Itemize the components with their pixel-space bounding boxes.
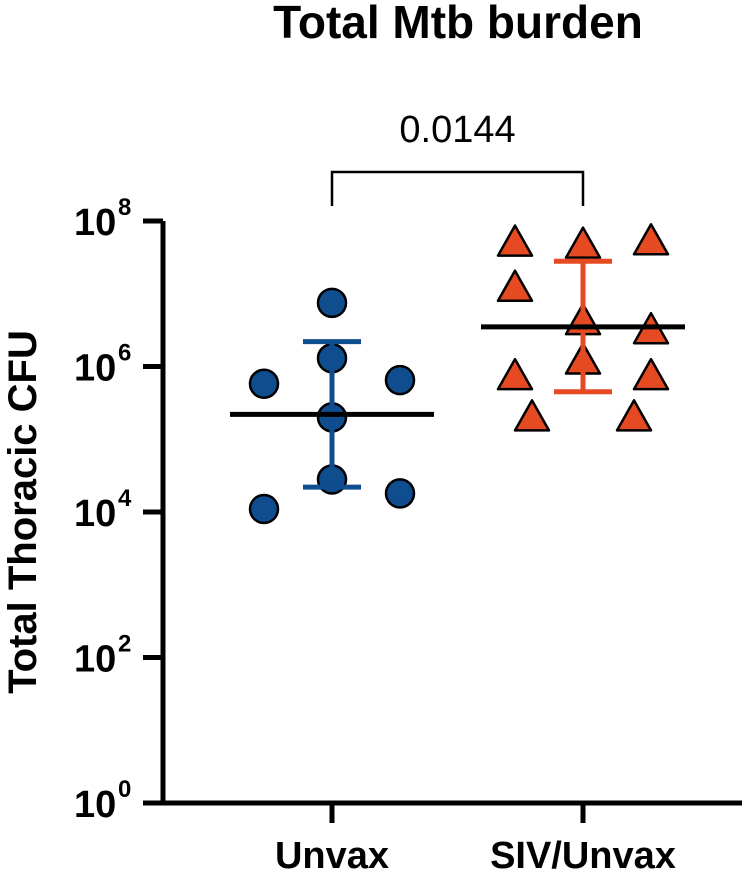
group-siv-unvax xyxy=(481,223,685,432)
x-category-label: SIV/Unvax xyxy=(490,835,676,873)
axes xyxy=(160,221,742,806)
y-tick-label: 10 xyxy=(74,639,116,681)
group-unvax xyxy=(230,287,434,525)
data-point xyxy=(632,223,670,256)
data-point xyxy=(615,399,653,432)
data-point xyxy=(496,357,534,391)
data-point xyxy=(248,368,280,399)
chart-title: Total Mtb burden xyxy=(273,0,643,48)
data-point xyxy=(564,226,602,259)
x-categories: Unvax SIV/Unvax xyxy=(275,803,676,873)
y-tick-exponent: 8 xyxy=(118,194,131,221)
y-axis-label: Total Thoracic CFU xyxy=(1,330,45,694)
comparison-bracket-line xyxy=(330,170,585,206)
data-point xyxy=(513,399,551,432)
data-point xyxy=(316,287,348,319)
data-point xyxy=(496,269,534,302)
y-tick-label: 10 xyxy=(74,202,116,244)
data-point xyxy=(384,364,416,396)
y-tick-exponent: 4 xyxy=(118,485,132,512)
comparison-bracket: 0.0144 xyxy=(330,109,585,206)
data-point xyxy=(248,493,280,525)
y-tick-label: 10 xyxy=(74,493,116,535)
y-tick-exponent: 2 xyxy=(118,631,131,658)
data-point xyxy=(384,478,416,509)
y-tick-exponent: 0 xyxy=(118,776,131,803)
y-tick-exponent: 6 xyxy=(118,340,131,367)
data-point xyxy=(632,357,670,391)
y-tick-label: 10 xyxy=(74,348,116,390)
data-point xyxy=(496,224,534,257)
x-category-label: Unvax xyxy=(275,835,389,873)
p-value-label: 0.0144 xyxy=(399,109,515,151)
y-tick-label: 10 xyxy=(74,784,116,826)
data-groups xyxy=(230,223,685,525)
